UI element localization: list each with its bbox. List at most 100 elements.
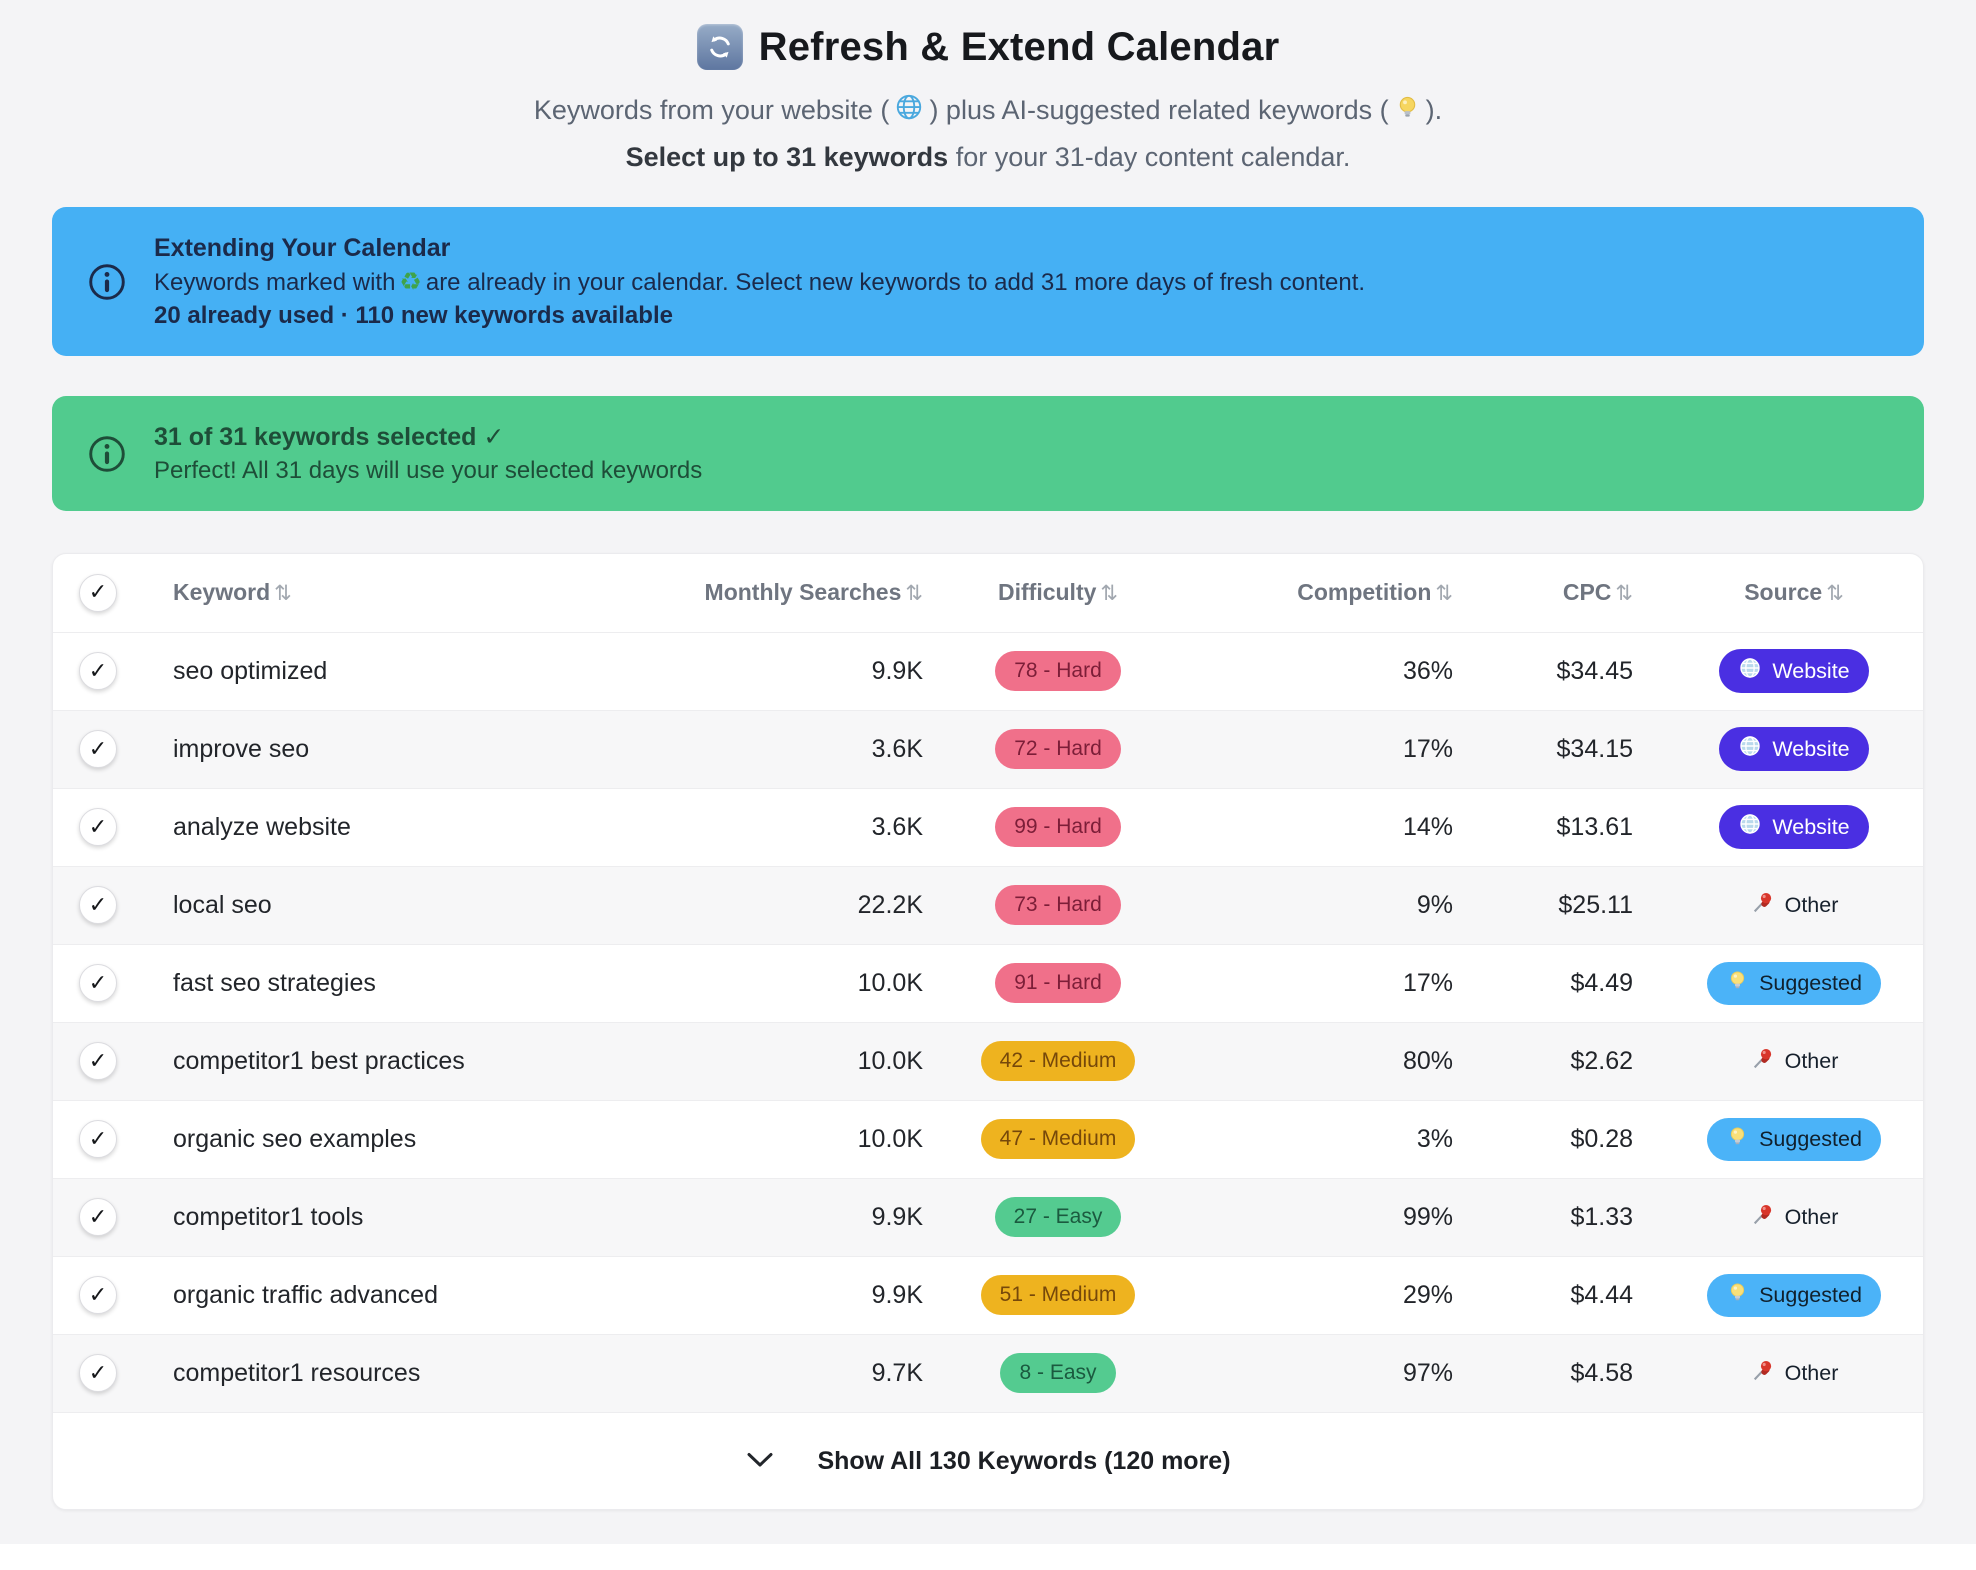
banner-message-prefix: Keywords marked with: [154, 269, 396, 296]
column-header-difficulty[interactable]: Difficulty ⇅: [943, 554, 1173, 632]
next-section-strip: [0, 1544, 1976, 1570]
row-checkbox[interactable]: ✓: [79, 1120, 117, 1158]
monthly-searches-cell: 3.6K: [871, 812, 923, 841]
difficulty-badge: 27 - Easy: [994, 1197, 1122, 1237]
pushpin-icon: [1750, 1046, 1775, 1077]
cpc-cell: $1.33: [1570, 1202, 1633, 1231]
table-row[interactable]: ✓ local seo 22.2K 73 - Hard 9% $25.11 Ot…: [53, 866, 1923, 944]
globe-icon: [1738, 734, 1762, 764]
competition-cell: 99%: [1402, 1202, 1453, 1231]
page-subtitle: Keywords from your website ( ) plus AI-s…: [52, 92, 1924, 129]
keyword-cell: organic traffic advanced: [173, 1280, 438, 1309]
source-badge-other: Other: [1750, 1195, 1838, 1240]
banner-stats: 20 already used · 110 new keywords avail…: [154, 302, 673, 329]
table-row[interactable]: ✓ seo optimized 9.9K 78 - Hard 36% $34.4…: [53, 632, 1923, 710]
chevron-down-icon: [745, 1447, 775, 1476]
page-title-text: Refresh & Extend Calendar: [758, 24, 1280, 69]
row-checkbox[interactable]: ✓: [79, 964, 117, 1002]
source-label: Other: [1784, 892, 1839, 917]
keyword-cell: analyze website: [173, 812, 351, 841]
table-row[interactable]: ✓ improve seo 3.6K 72 - Hard 17% $34.15 …: [53, 710, 1923, 788]
competition-cell: 29%: [1402, 1280, 1453, 1309]
row-checkbox[interactable]: ✓: [79, 1276, 117, 1314]
table-row[interactable]: ✓ competitor1 best practices 10.0K 42 - …: [53, 1022, 1923, 1100]
source-badge-other: Other: [1750, 883, 1839, 928]
source-label: Suggested: [1759, 1282, 1862, 1307]
globe-icon: [894, 92, 924, 129]
monthly-searches-cell: 9.7K: [871, 1358, 923, 1387]
source-badge-website: Website: [1719, 805, 1869, 849]
keyword-table-card: ✓ Keyword ⇅ Monthly Searches ⇅ Difficulty ⇅…: [52, 553, 1924, 1510]
select-all-checkbox[interactable]: ✓: [79, 573, 117, 612]
sort-icon[interactable]: ⇅: [1435, 581, 1453, 606]
table-row[interactable]: ✓ competitor1 tools 9.9K 27 - Easy 99% $…: [53, 1178, 1923, 1256]
keyword-cell: seo optimized: [173, 656, 328, 685]
source-badge-other: Other: [1750, 1351, 1839, 1396]
competition-cell: 97%: [1402, 1358, 1453, 1387]
lightbulb-icon: [1726, 1281, 1749, 1310]
keyword-cell: improve seo: [173, 734, 310, 763]
competition-cell: 14%: [1402, 812, 1453, 841]
recycle-icon: ♻: [399, 267, 422, 296]
cpc-cell: $4.44: [1570, 1280, 1633, 1309]
monthly-searches-cell: 9.9K: [871, 656, 923, 685]
table-row[interactable]: ✓ analyze website 3.6K 99 - Hard 14% $13…: [53, 788, 1923, 866]
sort-icon[interactable]: ⇅: [1826, 581, 1844, 606]
row-checkbox[interactable]: ✓: [79, 1042, 117, 1080]
table-row[interactable]: ✓ competitor1 resources 9.7K 8 - Easy 97…: [53, 1334, 1923, 1412]
show-all-keywords-button[interactable]: Show All 130 Keywords (120 more): [53, 1412, 1923, 1509]
cpc-cell: $25.11: [1558, 890, 1633, 919]
subtitle-part1: Keywords from your website (: [533, 95, 890, 125]
sort-icon[interactable]: ⇅: [274, 581, 292, 606]
selection-count: 31 of 31 keywords selected ✓: [154, 423, 505, 451]
column-label: CPC: [1562, 579, 1612, 606]
sort-icon[interactable]: ⇅: [1615, 581, 1633, 606]
table-row[interactable]: ✓ organic seo examples 10.0K 47 - Medium…: [53, 1100, 1923, 1178]
column-header-monthly-searches[interactable]: Monthly Searches ⇅: [703, 554, 943, 632]
difficulty-badge: 99 - Hard: [995, 807, 1121, 847]
subtitle-part3: ).: [1425, 95, 1443, 125]
selection-message: Perfect! All 31 days will use your selec…: [154, 457, 703, 484]
keyword-table: ✓ Keyword ⇅ Monthly Searches ⇅ Difficulty ⇅…: [53, 554, 1923, 1412]
keyword-cell: competitor1 best practices: [173, 1046, 465, 1075]
column-header-cpc[interactable]: CPC ⇅: [1463, 554, 1663, 632]
table-row[interactable]: ✓ fast seo strategies 10.0K 91 - Hard 17…: [53, 944, 1923, 1022]
competition-cell: 17%: [1402, 734, 1453, 763]
competition-cell: 80%: [1402, 1046, 1453, 1075]
difficulty-badge: 51 - Medium: [980, 1275, 1136, 1315]
row-checkbox[interactable]: ✓: [79, 730, 117, 768]
row-checkbox[interactable]: ✓: [79, 1198, 117, 1236]
column-header-source[interactable]: Source ⇅: [1663, 554, 1923, 632]
sort-icon[interactable]: ⇅: [1100, 581, 1118, 606]
monthly-searches-cell: 10.0K: [857, 968, 923, 997]
column-header-keyword[interactable]: Keyword ⇅: [143, 554, 703, 632]
row-checkbox[interactable]: ✓: [79, 886, 117, 924]
monthly-searches-cell: 10.0K: [857, 1046, 923, 1075]
cpc-cell: $34.15: [1556, 734, 1633, 763]
competition-cell: 3%: [1416, 1124, 1453, 1153]
refresh-icon: [696, 24, 743, 70]
column-header-competition[interactable]: Competition ⇅: [1173, 554, 1463, 632]
select-instruction-rest: for your 31-day content calendar.: [948, 142, 1351, 172]
lightbulb-icon: [1726, 1125, 1749, 1154]
banner-message-suffix: are already in your calendar. Select new…: [425, 269, 1366, 296]
difficulty-badge: 72 - Hard: [995, 729, 1121, 769]
extending-calendar-banner: Extending Your Calendar Keywords marked …: [52, 207, 1924, 356]
row-checkbox[interactable]: ✓: [79, 808, 117, 846]
source-badge-suggested: Suggested: [1707, 1117, 1881, 1161]
row-checkbox[interactable]: ✓: [79, 1354, 117, 1393]
keyword-cell: local seo: [173, 890, 272, 919]
banner-message: Keywords marked with ♻ are already in your…: [154, 265, 1365, 299]
pushpin-icon: [1750, 1358, 1775, 1389]
column-label: Difficulty: [998, 579, 1097, 606]
competition-cell: 17%: [1402, 968, 1453, 997]
info-icon: [86, 433, 128, 475]
source-label: Other: [1784, 1360, 1839, 1385]
sort-icon[interactable]: ⇅: [905, 581, 923, 606]
pushpin-icon: [1750, 890, 1775, 921]
source-label: Suggested: [1759, 1126, 1862, 1151]
row-checkbox[interactable]: ✓: [79, 652, 117, 690]
show-all-label: Show All 130 Keywords (120 more): [817, 1446, 1231, 1475]
table-row[interactable]: ✓ organic traffic advanced 9.9K 51 - Med…: [53, 1256, 1923, 1334]
cpc-cell: $4.49: [1570, 968, 1633, 997]
